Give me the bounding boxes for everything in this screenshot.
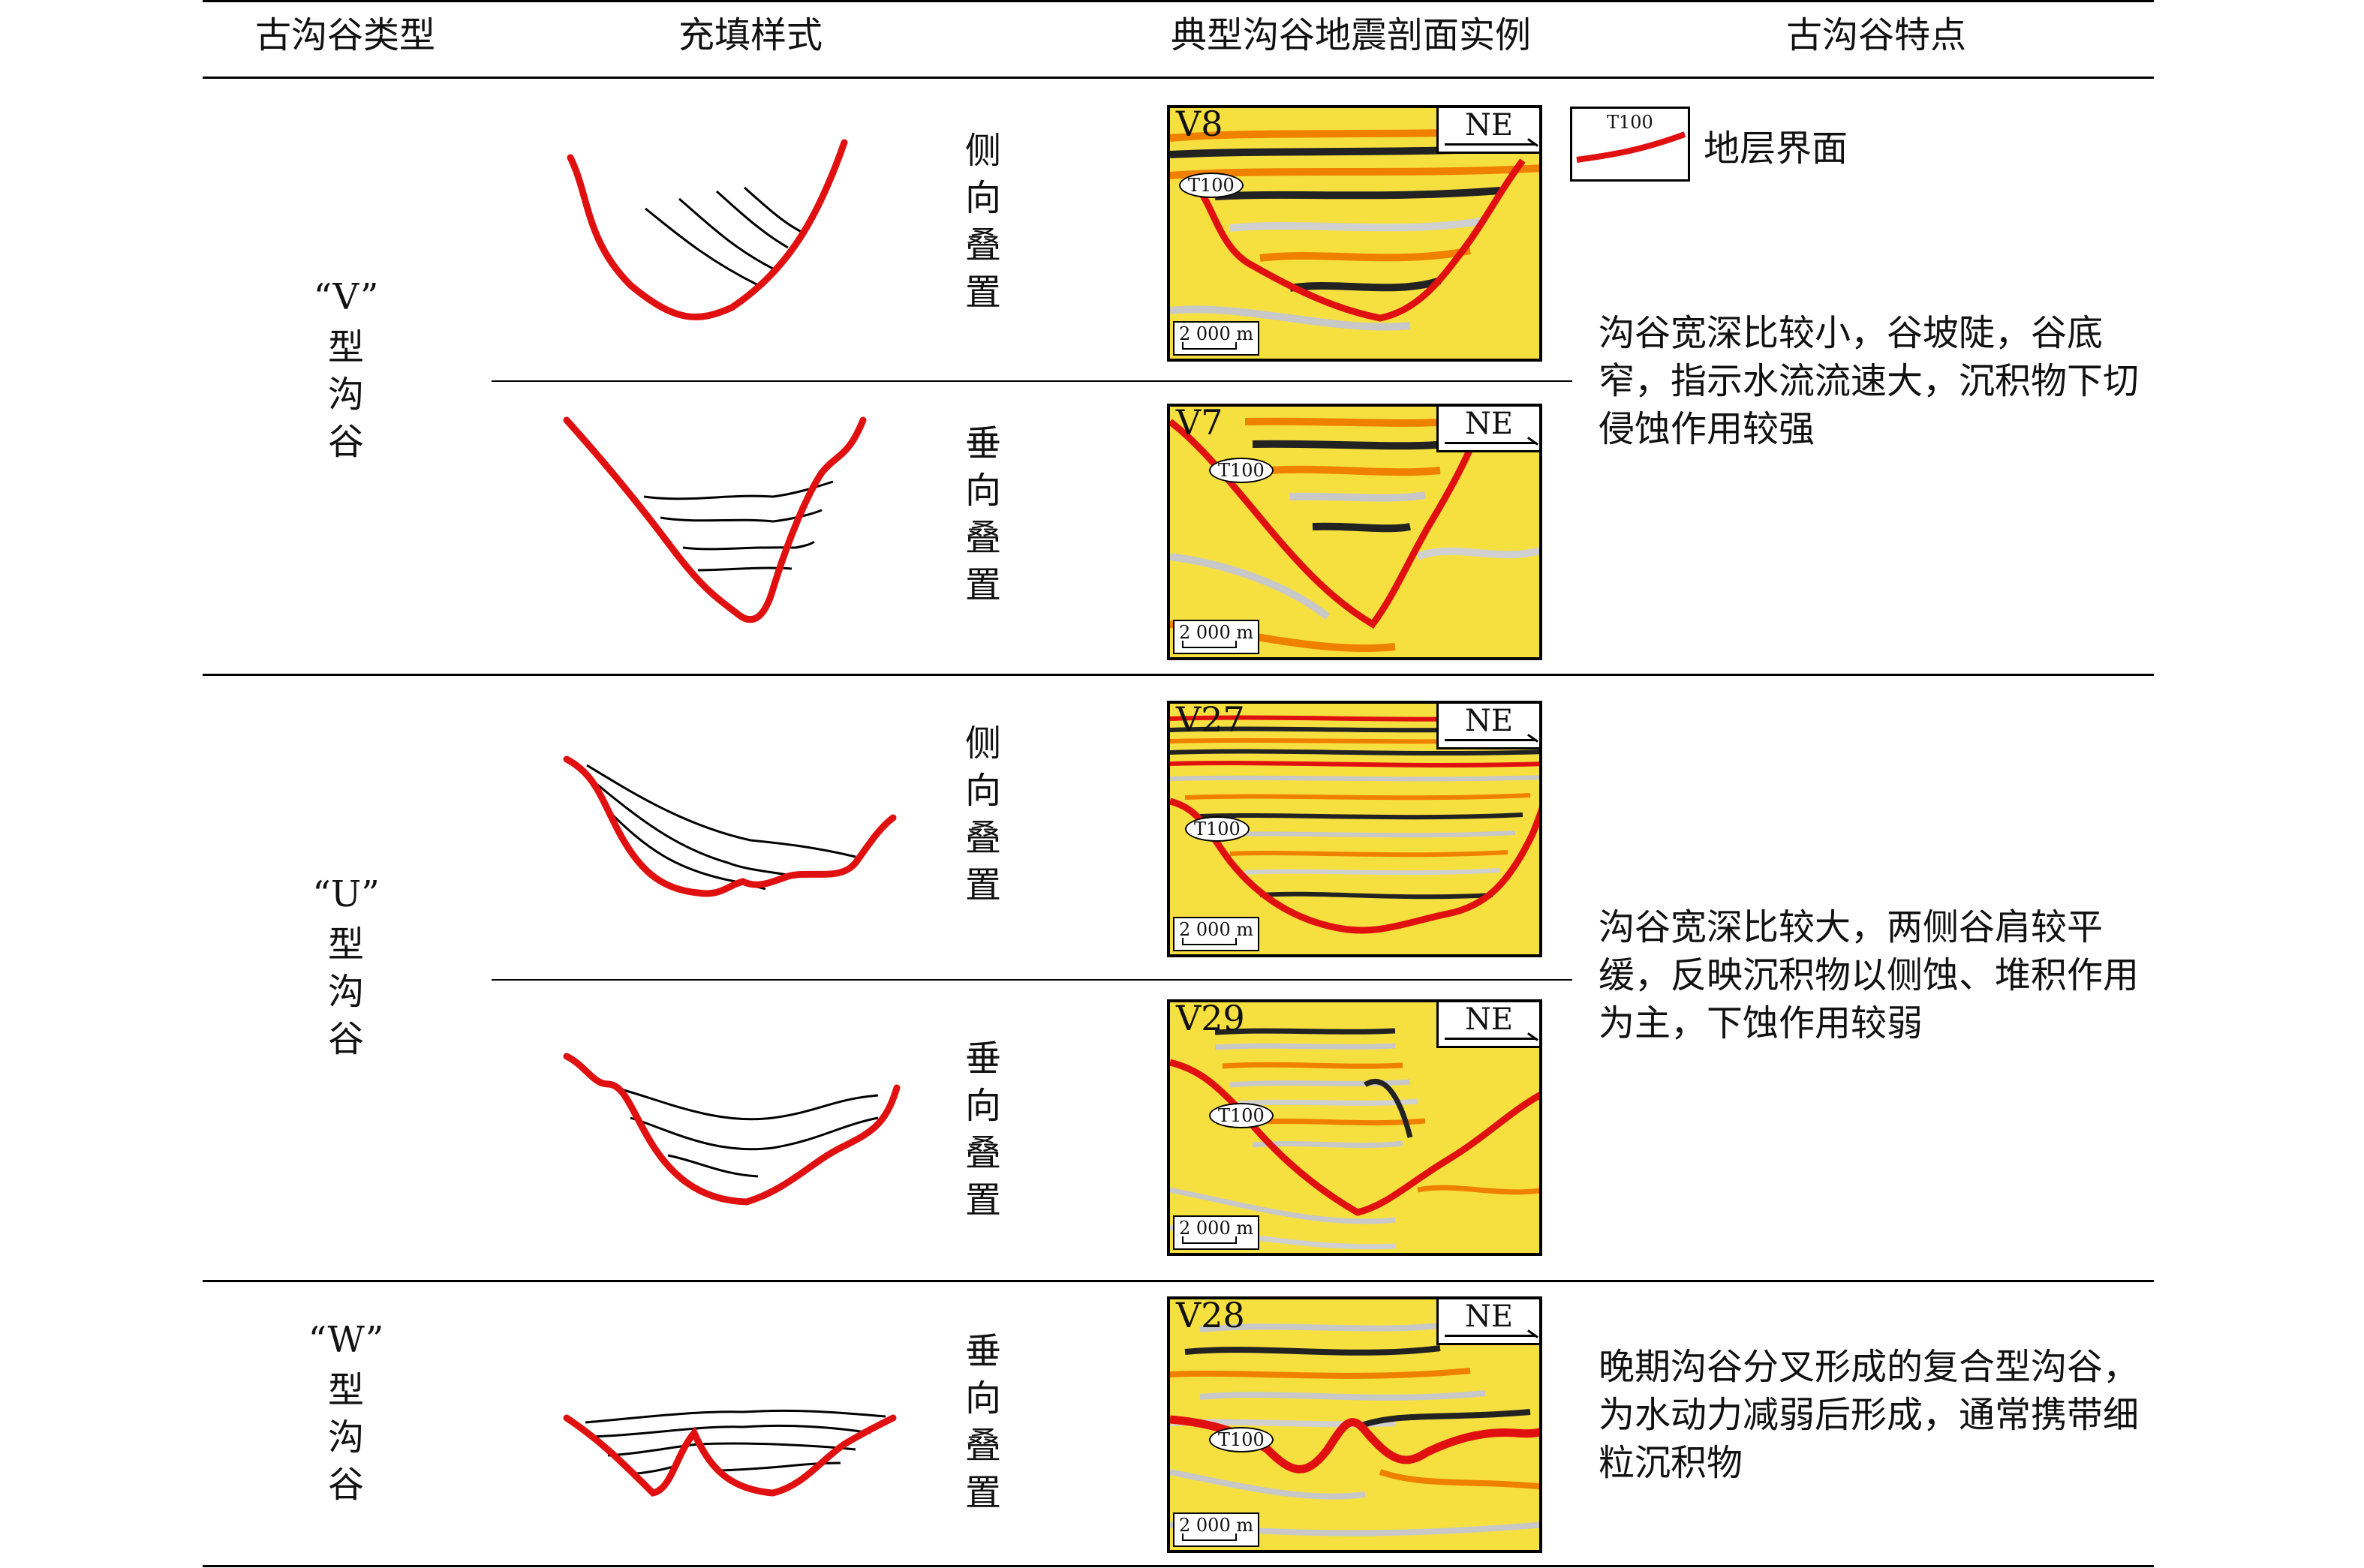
- horizon-label: T100: [1185, 816, 1250, 842]
- seismic-panel-v27: V27 NE T100 2 000 m: [1167, 701, 1542, 957]
- header-feature: 古沟谷特点: [1785, 14, 1966, 56]
- scale-label: 2 000 m: [1179, 1218, 1254, 1239]
- fill-label-char: 叠: [964, 517, 1001, 559]
- fill-label-row-3: 侧 向 叠 置: [961, 720, 1006, 909]
- scale-bar: 2 000 m: [1173, 620, 1260, 654]
- description-v: 沟谷宽深比较小，谷坡陡，谷底窄，指示水流流速大，沉积物下切侵蚀作用较强: [1599, 312, 2140, 450]
- panel-direction-label: NE: [1464, 108, 1514, 143]
- fill-label-char: 叠: [964, 1425, 1001, 1467]
- group-w-quote: “W”: [308, 1319, 384, 1361]
- fill-label-char: 侧: [964, 130, 1001, 172]
- panel-direction-label: NE: [1464, 1299, 1514, 1334]
- header-fill: 充填样式: [678, 14, 823, 56]
- fill-label-row-4: 垂 向 叠 置: [961, 1035, 1006, 1224]
- group-v-char: 谷: [327, 421, 364, 463]
- panel-direction: NE: [1436, 108, 1539, 154]
- fill-sketch-v-lateral: [567, 139, 848, 320]
- panel-direction: NE: [1436, 407, 1539, 452]
- group-w-char: 型: [327, 1369, 364, 1411]
- v-group-rule: [203, 674, 2154, 676]
- fill-label-char: 叠: [964, 224, 1001, 266]
- fill-label-char: 垂: [964, 422, 1001, 464]
- legend-label: 地层界面: [1704, 128, 1848, 170]
- panel-direction: NE: [1436, 1299, 1539, 1345]
- scale-label: 2 000 m: [1179, 919, 1254, 940]
- horizon-label: T100: [1209, 1427, 1274, 1452]
- panel-direction-label: NE: [1464, 1002, 1514, 1037]
- scale-bar: 2 000 m: [1173, 321, 1260, 356]
- fill-label-char: 向: [964, 770, 1001, 812]
- panel-direction-label: NE: [1464, 407, 1514, 441]
- seismic-image: [1170, 407, 1539, 657]
- scale-label: 2 000 m: [1179, 622, 1254, 643]
- fill-label-char: 垂: [964, 1330, 1001, 1372]
- fill-label-char: 向: [964, 1085, 1001, 1127]
- fill-label-char: 叠: [964, 1132, 1001, 1174]
- seismic-panel-v29: V29 NE T100 2 000 m: [1167, 999, 1542, 1256]
- panel-name: V7: [1176, 404, 1223, 443]
- fill-sketch-v-vertical: [563, 416, 867, 623]
- group-w-chars: 型 沟 谷: [323, 1367, 368, 1509]
- table-top-rule: [203, 0, 2154, 2]
- horizon-label: T100: [1209, 1103, 1274, 1128]
- v-group-inner-rule: [492, 380, 1572, 382]
- fill-label-row-5: 垂 向 叠 置: [961, 1328, 1006, 1517]
- fill-sketch-u-vertical: [563, 1053, 901, 1206]
- fill-label-char: 向: [964, 177, 1001, 219]
- group-u-chars: 型 沟 谷: [323, 921, 368, 1063]
- panel-name: V8: [1176, 105, 1223, 144]
- group-w-char: 沟: [327, 1416, 364, 1458]
- fill-label-char: 置: [964, 272, 1001, 314]
- fill-label-char: 置: [964, 864, 1001, 906]
- seismic-panel-v8: V8 NE T100 2 000 m: [1167, 105, 1542, 362]
- group-v-quote: “V”: [313, 276, 379, 318]
- panel-name: V29: [1176, 999, 1245, 1038]
- horizon-label: T100: [1179, 173, 1244, 198]
- scale-bar: 2 000 m: [1173, 1512, 1260, 1547]
- fill-label-char: 向: [964, 1377, 1001, 1419]
- u-group-rule: [203, 1280, 2154, 1282]
- panel-direction: NE: [1436, 1002, 1539, 1048]
- seismic-panel-v7: V7 NE T100 2 000 m: [1167, 404, 1542, 660]
- description-w: 晚期沟谷分叉形成的复合型沟谷，为水动力减弱后形成，通常携带细粒沉积物: [1599, 1346, 2140, 1484]
- fill-label-char: 置: [964, 1472, 1001, 1514]
- fill-label-char: 置: [964, 1179, 1001, 1221]
- scale-label: 2 000 m: [1179, 1515, 1254, 1536]
- fill-label-char: 向: [964, 470, 1001, 512]
- legend-line: [1576, 131, 1686, 163]
- fill-label-row-1: 侧 向 叠 置: [961, 128, 1006, 317]
- fill-sketch-w-vertical: [563, 1409, 897, 1497]
- panel-direction-label: NE: [1464, 704, 1514, 738]
- u-group-inner-rule: [492, 979, 1572, 981]
- seismic-panel-v28: V28 NE T100 2 000 m: [1167, 1296, 1542, 1553]
- group-u-char: 型: [327, 924, 364, 966]
- scale-bar: 2 000 m: [1173, 1215, 1260, 1250]
- group-u-quote: “U”: [312, 873, 380, 915]
- group-u-char: 沟: [327, 971, 364, 1013]
- fill-label-char: 侧: [964, 722, 1001, 764]
- table-bottom-rule: [203, 1565, 2154, 1567]
- fill-label-char: 垂: [964, 1038, 1001, 1080]
- legend-swatch: T100: [1570, 107, 1690, 182]
- scale-bar: 2 000 m: [1173, 917, 1260, 951]
- legend-tag: T100: [1607, 112, 1653, 133]
- horizon-label: T100: [1209, 458, 1274, 483]
- fill-label-row-2: 垂 向 叠 置: [961, 420, 1006, 609]
- header-rule: [203, 77, 2154, 79]
- fill-sketch-u-lateral: [563, 755, 897, 897]
- header-type: 古沟谷类型: [254, 14, 435, 56]
- group-w-char: 谷: [327, 1464, 364, 1506]
- group-v-chars: 型 沟 谷: [323, 324, 368, 466]
- group-v-char: 沟: [327, 374, 364, 416]
- description-u: 沟谷宽深比较大，两侧谷肩较平缓，反映沉积物以侧蚀、堆积作用为主，下蚀作用较弱: [1599, 906, 2140, 1044]
- fill-label-char: 叠: [964, 817, 1001, 859]
- panel-name: V27: [1176, 701, 1245, 740]
- fill-label-char: 置: [964, 564, 1001, 606]
- group-u-char: 谷: [327, 1018, 364, 1060]
- panel-direction: NE: [1436, 704, 1539, 749]
- group-v-char: 型: [327, 326, 364, 368]
- scale-label: 2 000 m: [1179, 323, 1254, 344]
- header-example: 典型沟谷地震剖面实例: [1170, 14, 1531, 56]
- panel-name: V28: [1176, 1296, 1245, 1335]
